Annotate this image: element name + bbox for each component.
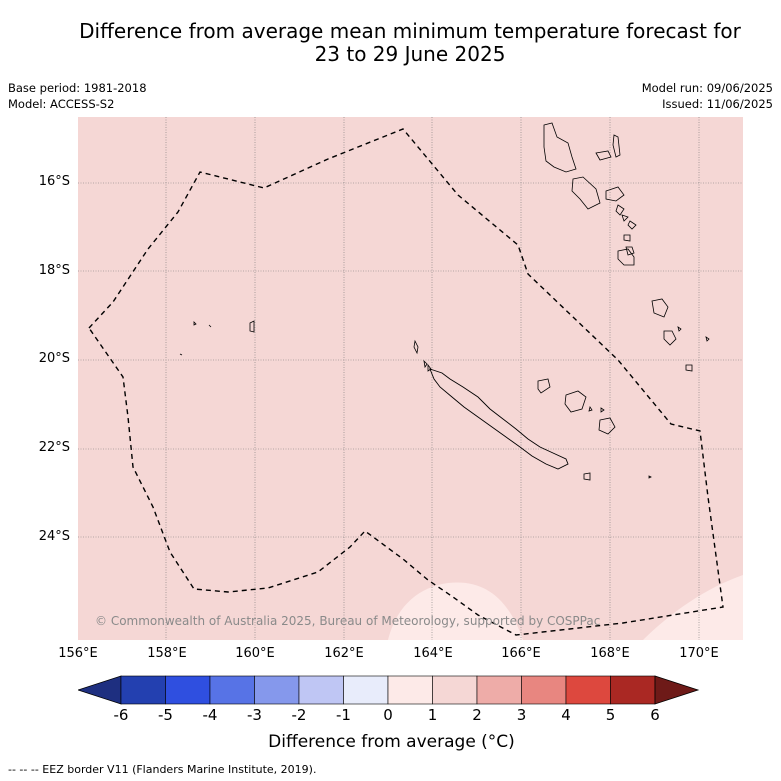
lifou-island — [564, 390, 587, 413]
erromango — [617, 248, 635, 266]
lon-label-164e: 164°E — [413, 646, 453, 661]
eez-border — [88, 128, 724, 636]
colorbar-segment — [610, 675, 656, 705]
lat-label-22s: 22°S — [38, 440, 70, 455]
title-line-1: Difference from average mean minimum tem… — [79, 19, 741, 43]
lon-label-166e: 166°E — [501, 646, 541, 661]
colorbar-segment — [298, 675, 344, 705]
colorbar-tick-label: -2 — [291, 706, 307, 724]
map-svg — [78, 117, 743, 640]
shepherd-islands — [621, 214, 637, 230]
new-caledonia-island — [429, 368, 569, 470]
efate — [623, 234, 635, 256]
lon-label-160e: 160°E — [235, 646, 275, 661]
colorbar-segment — [521, 675, 567, 705]
ambae — [595, 150, 612, 161]
colorbar-tick-label: -5 — [158, 706, 173, 724]
colorbar-segment — [165, 675, 211, 705]
colorbar-tick-label: -1 — [336, 706, 351, 724]
tanna-aneityum — [651, 298, 677, 346]
colorbar-tick-label: -6 — [113, 706, 129, 724]
colorbar-tick-label: -4 — [202, 706, 218, 724]
lon-label-156e: 156°E — [58, 646, 98, 661]
title-line-2: 23 to 29 June 2025 — [314, 42, 506, 66]
colorbar-segment — [343, 675, 389, 705]
colorbar-segment — [565, 675, 611, 705]
graticule — [78, 117, 743, 640]
colorbar-tick-label: 3 — [516, 706, 527, 724]
southern-vanuatu-islets — [677, 326, 710, 372]
colorbar-segment — [476, 675, 522, 705]
lat-label-24s: 24°S — [38, 529, 70, 544]
colorbar-tick-label: 6 — [650, 706, 660, 724]
colorbar-segment — [387, 675, 433, 705]
colorbar-tick-label: 4 — [561, 706, 571, 724]
colorbar-tick-label: 2 — [472, 706, 482, 724]
malekula — [571, 176, 601, 210]
colorbar-segment — [120, 675, 166, 705]
lon-label-162e: 162°E — [324, 646, 364, 661]
lat-label-16s: 16°S — [38, 174, 70, 189]
small-islet-east — [648, 475, 652, 479]
model-name: Model: ACCESS-S2 — [8, 97, 115, 111]
colorbar-tick-label: -3 — [247, 706, 262, 724]
colorbar-segment — [254, 675, 300, 705]
base-period: Base period: 1981-2018 — [8, 81, 147, 95]
colorbar-title: Difference from average (°C) — [268, 732, 515, 752]
meta-left: Base period: 1981-2018 Model: ACCESS-S2 — [8, 80, 147, 112]
meta-right: Model run: 09/06/2025 Issued: 11/06/2025 — [642, 80, 773, 112]
epi-ambrym — [605, 186, 625, 216]
ouvea-island — [537, 378, 551, 394]
anomaly-zone-0-1-center — [388, 582, 523, 640]
belep-islets — [413, 339, 432, 372]
colorbar-segment — [209, 675, 255, 705]
espiritu-santo — [543, 122, 577, 173]
model-run: Model run: 09/06/2025 — [641, 81, 773, 95]
colorbar-segment — [432, 675, 478, 705]
lon-label-158e: 158°E — [147, 646, 187, 661]
mare-island — [598, 417, 616, 435]
loyalty-islets — [588, 406, 605, 413]
maewo-pentecost — [612, 134, 621, 158]
chesterfield-islets — [179, 320, 255, 356]
issued-date: Issued: 11/06/2025 — [662, 97, 773, 111]
map-title: Difference from average mean minimum tem… — [40, 20, 780, 66]
colorbar — [78, 675, 700, 705]
lon-label-170e: 170°E — [679, 646, 719, 661]
colorbar-tick-label: 0 — [383, 706, 393, 724]
colorbar-tick-label: 5 — [605, 706, 616, 724]
isle-of-pines — [583, 472, 591, 481]
colorbar-extend-high — [654, 675, 700, 705]
colorbar-extend-low — [78, 675, 122, 705]
map-area — [78, 117, 743, 640]
copyright-notice: © Commonwealth of Australia 2025, Bureau… — [95, 614, 601, 628]
lat-label-20s: 20°S — [38, 351, 70, 366]
lon-label-168e: 168°E — [590, 646, 630, 661]
anomaly-zone-0-1-east — [643, 575, 743, 640]
eez-legend: -- -- -- EEZ border V11 (Flanders Marine… — [8, 763, 317, 776]
colorbar-tick-label: 1 — [427, 706, 438, 724]
lat-label-18s: 18°S — [38, 263, 70, 278]
